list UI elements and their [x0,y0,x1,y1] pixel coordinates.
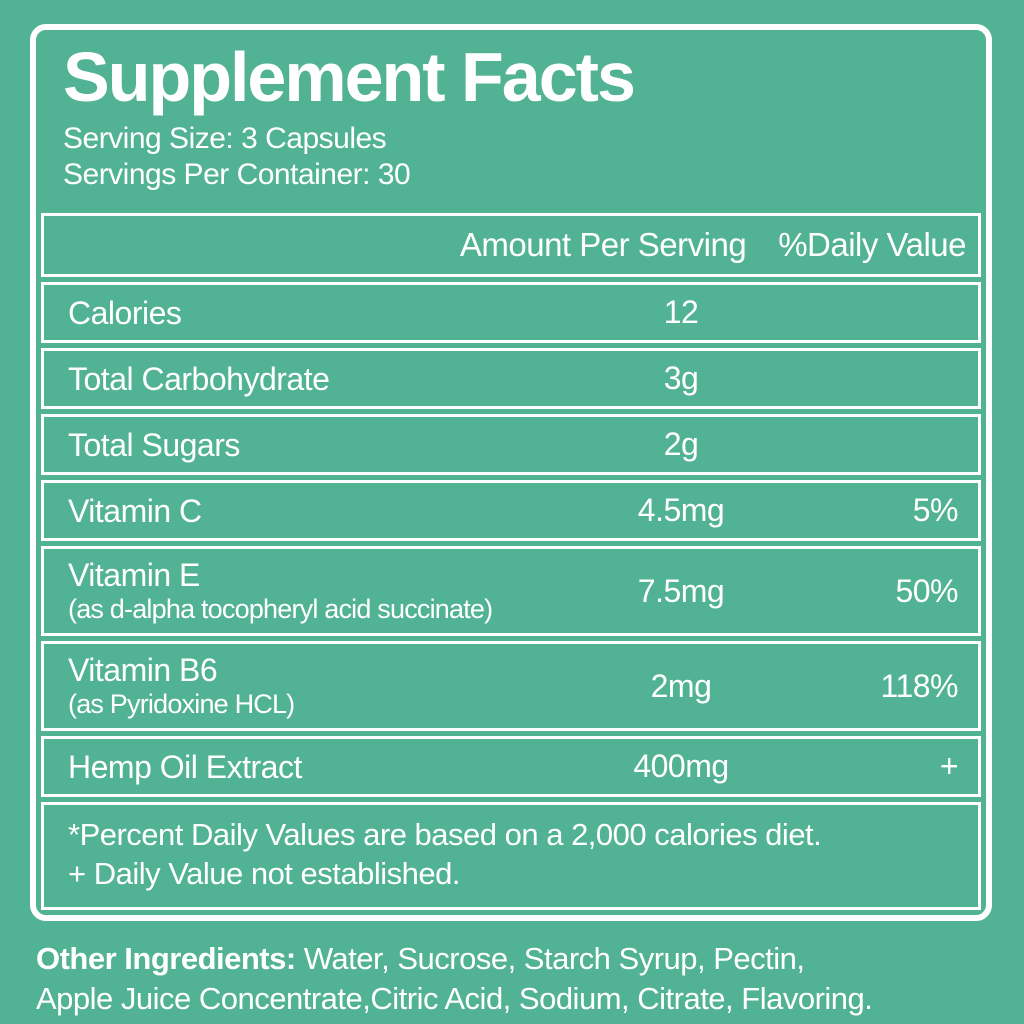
nutrient-name: Total Carbohydrate [68,360,330,397]
nutrient-daily-value: 118% [880,667,959,704]
nutrient-amount: 3g [663,360,699,397]
column-header-daily-value: %Daily Value [778,226,966,264]
nutrient-name-cell: Vitamin B6 (as Pyridoxine HCL) [68,653,516,719]
nutrient-subtext: (as Pyridoxine HCL) [68,689,295,720]
nutrient-name-cell: Total Carbohydrate [68,362,516,396]
nutrient-amount: 7.5mg [637,572,725,609]
other-ingredients-label: Other Ingredients: [36,941,296,976]
footnotes: *Percent Daily Values are based on a 2,0… [41,802,981,911]
nutrient-name: Calories [68,294,182,331]
nutrient-name-cell: Hemp Oil Extract [68,750,516,784]
table-body: Calories 12 Total Carbohydrate 3g Total … [41,282,981,798]
supplement-facts-panel: Supplement Facts Serving Size: 3 Capsule… [30,24,992,922]
footnote-percent-daily-value: *Percent Daily Values are based on a 2,0… [68,817,822,853]
table-row: Vitamin C 4.5mg 5% [41,480,981,542]
nutrient-name-cell: Total Sugars [68,428,516,462]
table-row: Hemp Oil Extract 400mg + [41,736,981,798]
footnote-daily-value-not-established: + Daily Value not established. [68,856,460,892]
nutrient-amount: 400mg [633,748,729,785]
nutrient-name: Vitamin B6 [68,652,218,689]
nutrient-name-cell: Calories [68,296,516,330]
nutrient-name: Vitamin E [68,557,200,594]
facts-table: Amount Per Serving %Daily Value Calories… [41,213,981,911]
nutrient-name: Total Sugars [68,426,240,463]
table-row: Total Carbohydrate 3g [41,348,981,410]
other-ingredients: Other Ingredients: Water, Sucrose, Starc… [36,939,996,1019]
servings-per-container: Servings Per Container: 30 [63,158,411,192]
nutrient-name: Hemp Oil Extract [68,748,302,785]
column-header-amount: Amount Per Serving [459,226,747,264]
serving-size: Serving Size: 3 Capsules [63,122,387,156]
nutrient-amount: 2mg [650,667,712,704]
table-row: Calories 12 [41,282,981,344]
nutrient-amount: 4.5mg [637,492,725,529]
other-ingredients-text-line1: Water, Sucrose, Starch Syrup, Pectin, [295,941,805,976]
table-row: Total Sugars 2g [41,414,981,476]
table-row: Vitamin E (as d-alpha tocopheryl acid su… [41,546,981,637]
serving-info: Serving Size: 3 Capsules Servings Per Co… [63,121,981,193]
nutrient-name: Vitamin C [68,492,202,529]
nutrient-name-cell: Vitamin C [68,494,516,528]
table-row: Vitamin B6 (as Pyridoxine HCL) 2mg 118% [41,641,981,732]
nutrient-subtext: (as d-alpha tocopheryl acid succinate) [68,594,493,625]
nutrient-daily-value: 5% [912,492,959,529]
nutrient-daily-value: + [939,748,959,785]
other-ingredients-text-line2: Apple Juice Concentrate,Citric Acid, Sod… [36,981,873,1016]
nutrient-amount: 2g [663,426,699,463]
nutrient-amount: 12 [663,294,699,331]
panel-title: Supplement Facts [63,38,636,116]
nutrient-daily-value: 50% [895,572,958,609]
nutrient-name-cell: Vitamin E (as d-alpha tocopheryl acid su… [68,558,516,624]
table-header: Amount Per Serving %Daily Value [41,213,981,278]
